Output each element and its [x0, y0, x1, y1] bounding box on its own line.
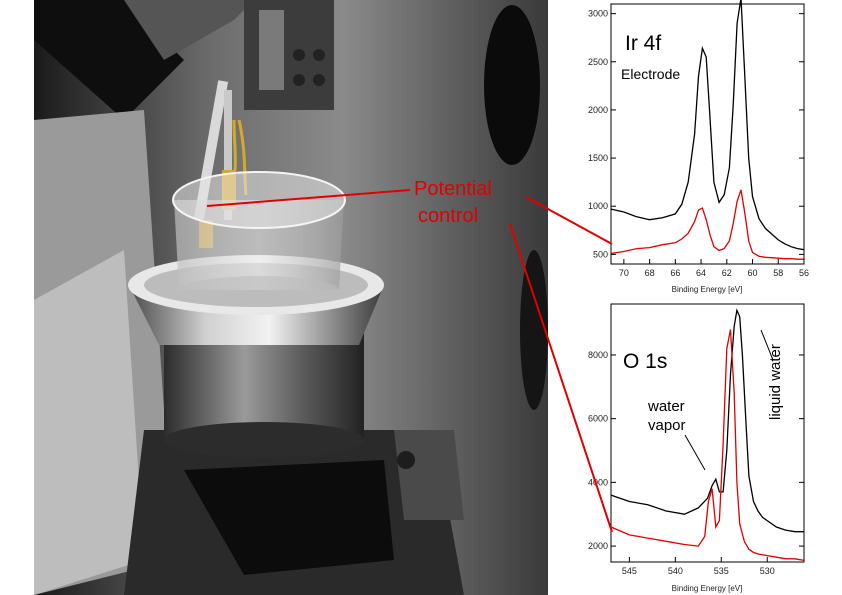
ir-x-tick-label: 70	[619, 268, 629, 278]
ir-series-0-line	[610, 0, 805, 251]
o-1s-plot-frame	[610, 303, 805, 563]
o-series-1-line	[610, 329, 805, 562]
o-y-tick-label: 8000	[588, 350, 608, 360]
ir-y-tick-label: 1500	[588, 153, 608, 163]
ir-y-tick-label: 3000	[588, 9, 608, 19]
ir-y-tick-label: 2000	[588, 105, 608, 115]
liquid-water-pointer	[760, 329, 774, 361]
ir-y-tick-label: 1000	[588, 201, 608, 211]
ir-series-1-line	[610, 189, 804, 260]
ir-4f-title: Ir 4f	[625, 32, 661, 55]
liquid-water-label: liquid water	[767, 344, 784, 420]
ir-4f-subtitle: Electrode	[621, 66, 680, 82]
o-x-tick-label: 530	[760, 566, 775, 576]
ir-x-tick-label: 60	[748, 268, 758, 278]
o-1s-chart: 545 540 535 530 2000 4000 6000 8000 O 1s water…	[588, 303, 805, 593]
vacuum-chamber-photo	[34, 0, 548, 595]
o-y-tick-label: 4000	[588, 477, 608, 487]
o-x-tick-label: 535	[714, 566, 729, 576]
o-x-tick-label: 545	[622, 566, 637, 576]
water-vapor-label-line2: vapor	[648, 417, 686, 434]
water-vapor-label-line1: water	[647, 398, 685, 415]
ir-x-tick-label: 64	[696, 268, 706, 278]
ir-y-tick-label: 2500	[588, 57, 608, 67]
o-1s-xlabel: Binding Energy [eV]	[672, 584, 743, 593]
ir-4f-xlabel: Binding Energy [eV]	[672, 285, 743, 294]
ir-x-tick-label: 66	[670, 268, 680, 278]
ir-4f-chart: 70 68 66 64 62 60 58 56 500 1000 1500 2000 2500 3000…	[588, 0, 809, 294]
ir-x-tick-label: 68	[645, 268, 655, 278]
ir-x-tick-label: 56	[799, 268, 809, 278]
o-series-0-line	[610, 308, 804, 533]
o-y-tick-label: 6000	[588, 414, 608, 424]
ir-x-tick-label: 62	[722, 268, 732, 278]
ir-y-tick-label: 500	[593, 249, 608, 259]
o-y-tick-label: 2000	[588, 541, 608, 551]
water-vapor-pointer	[684, 434, 706, 471]
ir-4f-plot-frame	[610, 3, 805, 265]
o-x-tick-label: 540	[668, 566, 683, 576]
o-1s-title: O 1s	[623, 350, 667, 373]
ir-x-tick-label: 58	[773, 268, 783, 278]
